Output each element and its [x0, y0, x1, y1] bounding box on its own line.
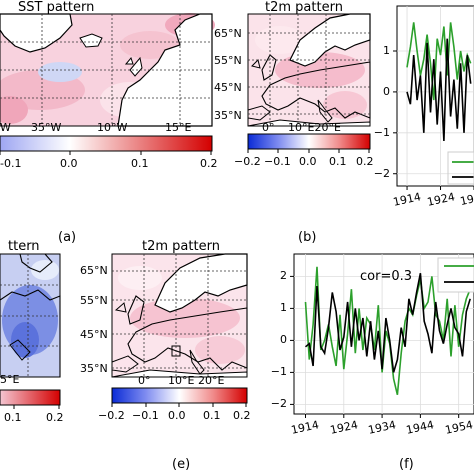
panel-c-y-tick-label: −1 [373, 125, 390, 139]
panel-f-x-tick-label: 1944 [405, 418, 436, 437]
panel-e-t2m-field [111, 253, 248, 378]
panel-d-cbar-tick: 0.1 [4, 411, 22, 424]
panel-b-lat-tick: 35°N [214, 109, 242, 122]
panel-a-cbar-tick: 0.0 [60, 157, 78, 170]
panel-e-cbar-tick: 0.1 [203, 409, 221, 422]
panel-a-title: SST pattern [18, 0, 95, 15]
panel-b-colorbar [247, 133, 371, 150]
panel-a-sst-field [0, 13, 215, 127]
panel-f-x-tick-label: 1924 [328, 418, 359, 437]
panel-c-x-tick-label: 1924 [425, 190, 456, 209]
panel-a-cbar-tick: -0.1 [0, 157, 22, 170]
panel-f-x-tick-label: 1914 [290, 418, 321, 437]
panel-b-cbar-tick: 0.0 [299, 155, 317, 168]
panel-e-colorbar [111, 387, 248, 404]
panel-a-letter: (a) [58, 230, 77, 245]
panel-b-cbar-tick: 0.2 [356, 155, 374, 168]
f-series-line-0 [304, 266, 471, 395]
panel-d-colorbar [0, 389, 61, 406]
panel-a-lon-tick: 35°W [31, 121, 62, 134]
panel-f-y-tick-label: −2 [270, 397, 287, 411]
panel-f-x-tick-label: 1954 [443, 418, 474, 437]
panel-e-cbar-tick: 0.2 [233, 409, 251, 422]
panel-a-lon-tick: 10°W [97, 121, 128, 134]
panel-f-y-tick-label: 0 [280, 333, 287, 347]
panel-d-lon-tick: 5°E [0, 373, 20, 386]
panel-d-cbar-tick: 0.2 [46, 411, 64, 424]
panel-d-title: ttern [8, 239, 40, 254]
panel-b-lat-tick: 65°N [214, 27, 242, 40]
panel-e-lat-tick: 65°N [80, 264, 108, 277]
c-series-line-0 [406, 22, 472, 101]
panel-c-x-tick-label: 1914 [391, 190, 423, 209]
panel-b-lat-tick: 55°N [214, 54, 242, 67]
panel-e-cbar-tick: −0.1 [132, 409, 159, 422]
panel-b-lon-tick: 0° [262, 121, 275, 134]
panel-e-lon-tick: 10°E 20°E [168, 374, 225, 387]
panel-a-cbar-tick: 0.1 [131, 157, 149, 170]
panel-f-x-tick-label: 1934 [367, 418, 398, 437]
panel-b-letter: (b) [298, 230, 317, 245]
panel-c-y-tick-label: 0 [383, 84, 390, 98]
f-series-line-1 [304, 273, 471, 373]
panel-b-title: t2m pattern [265, 0, 343, 15]
panel-f-y-tick-label: 1 [280, 301, 287, 315]
panel-e-lat-tick: 55°N [80, 294, 108, 307]
panel-e-letter: (e) [172, 457, 191, 472]
panel-b-cbar-tick: −0.1 [264, 155, 291, 168]
panel-e-title: t2m pattern [142, 239, 220, 254]
panel-c-y-tick-label: 1 [383, 44, 390, 57]
panel-b-lon-tick: 10°E20°E [288, 121, 341, 134]
panel-b-cbar-tick: −0.2 [234, 155, 261, 168]
panel-b-lat-tick: 45°N [214, 81, 242, 94]
panel-c-x-tick-label: 193 [458, 190, 474, 209]
c-series-line-1 [406, 38, 472, 142]
panel-e-lat-tick: 35°N [80, 362, 108, 375]
panel-f-y-tick-label: 2 [280, 269, 287, 283]
panel-d-field [0, 253, 61, 378]
panel-e-cbar-tick: 0.0 [168, 409, 186, 422]
panel-c-axes [396, 5, 474, 187]
panel-f-letter: (f) [399, 457, 414, 472]
panel-e-lon-tick: 0° [138, 374, 151, 387]
panel-a-cbar-tick: 0.2 [200, 157, 218, 170]
panel-e-cbar-tick: −0.2 [98, 409, 125, 422]
panel-f-annotation: cor=0.3 [360, 269, 413, 284]
panel-e-lat-tick: 45°N [80, 328, 108, 341]
panel-f-y-tick-label: −1 [270, 365, 287, 379]
panel-c-y-tick-label: −2 [373, 166, 390, 180]
panel-b-cbar-tick: 0.1 [329, 155, 347, 168]
panel-b-t2m-field [247, 13, 371, 127]
panel-a-colorbar [0, 135, 213, 152]
panel-a-lon-tick: W [0, 121, 11, 134]
panel-a-lon-tick: 15°E [165, 121, 192, 134]
